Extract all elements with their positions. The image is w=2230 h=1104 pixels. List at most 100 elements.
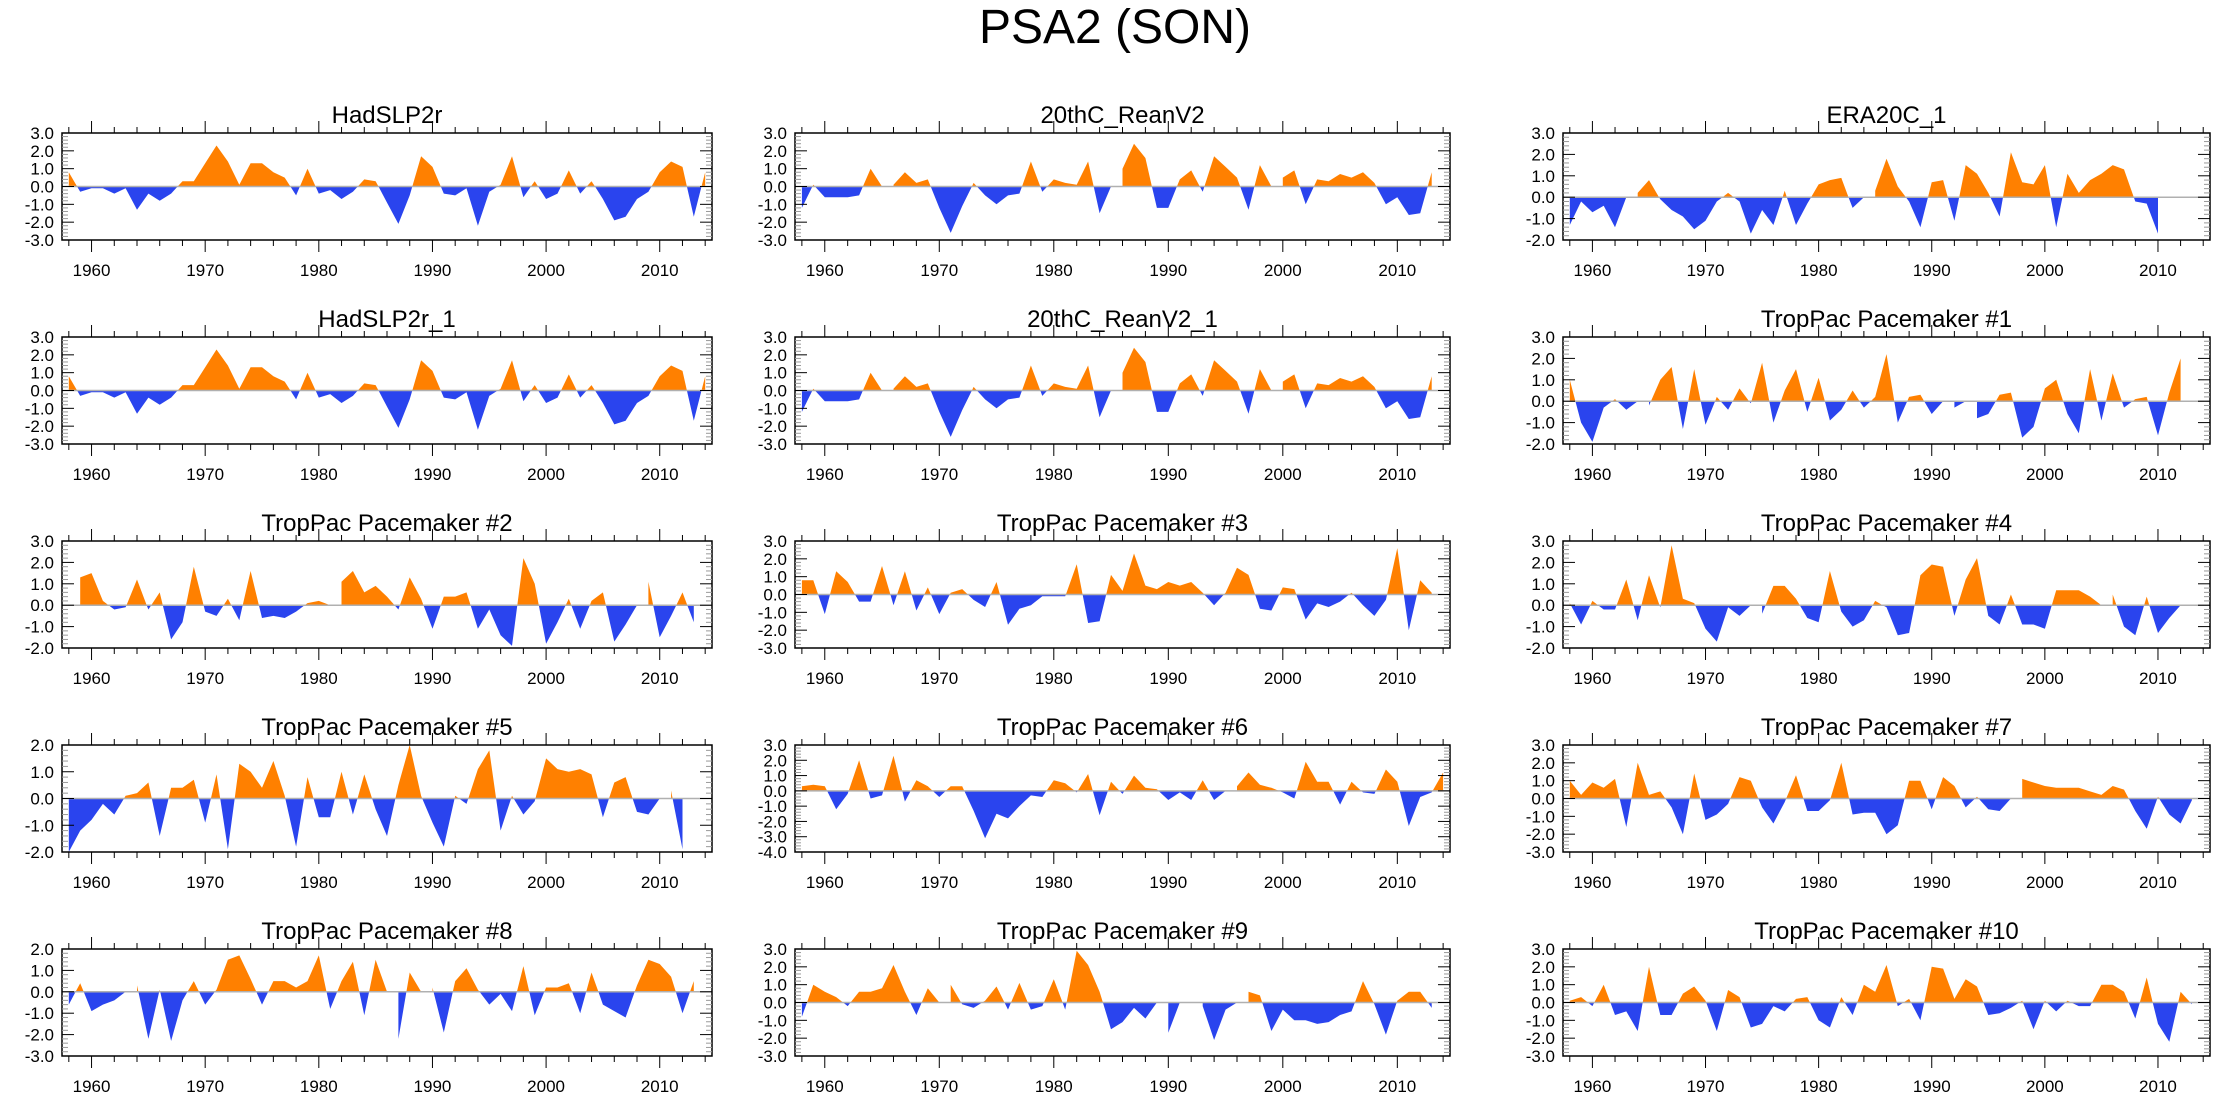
negative-area xyxy=(77,390,702,430)
y-tick-label: 2.0 xyxy=(30,940,54,959)
x-tick-label: 1970 xyxy=(920,669,958,688)
panel-7: TropPac Pacemaker #2 1960 1970 1980 1990 2000… xyxy=(25,510,713,688)
x-tick-label: 1960 xyxy=(1573,669,1611,688)
x-tick-label: 1970 xyxy=(920,873,958,892)
panel-2: 20thC_ReanV2 1960 1970 1980 1990 2000 2010 -3.0… xyxy=(758,102,1451,280)
x-tick-label: 2000 xyxy=(527,669,565,688)
y-tick-label: 2.0 xyxy=(30,553,54,572)
x-tick-label: 1980 xyxy=(300,873,338,892)
x-tick-label: 1980 xyxy=(1035,261,1073,280)
y-tick-label: 2.0 xyxy=(763,142,787,161)
x-tick-label: 1970 xyxy=(186,873,224,892)
x-tick-label: 2010 xyxy=(2139,261,2177,280)
x-tick-label: 2000 xyxy=(527,1077,565,1096)
panel-6: TropPac Pacemaker #1 1960 1970 1980 1990 2000… xyxy=(1526,306,2211,484)
y-tick-label: 2.0 xyxy=(763,958,787,977)
panel-10: TropPac Pacemaker #5 1960 1970 1980 1990 2000… xyxy=(25,714,713,892)
x-tick-label: 1980 xyxy=(1800,465,1838,484)
positive-area xyxy=(124,745,673,799)
y-tick-label: -2.0 xyxy=(758,621,787,640)
y-tick-label: -1.0 xyxy=(25,816,54,835)
y-tick-label: 3.0 xyxy=(763,940,787,959)
x-tick-label: 1990 xyxy=(414,1077,452,1096)
x-tick-label: 2010 xyxy=(1378,261,1416,280)
x-tick-label: 2010 xyxy=(641,669,679,688)
positive-area xyxy=(801,755,1444,791)
x-tick-label: 2000 xyxy=(1264,873,1302,892)
plot-frame xyxy=(1562,540,2211,649)
y-tick-label: 3.0 xyxy=(763,736,787,755)
panel-13: TropPac Pacemaker #8 1960 1970 1980 1990 2000… xyxy=(25,918,713,1096)
y-tick-label: 1.0 xyxy=(30,961,54,980)
negative-area xyxy=(801,1002,1432,1040)
y-tick-label: 2.0 xyxy=(763,346,787,365)
negative-area xyxy=(68,798,683,852)
negative-area xyxy=(1570,605,2181,642)
y-tick-label: -1.0 xyxy=(1526,414,1555,433)
negative-area xyxy=(68,991,691,1041)
y-tick-label: 0.0 xyxy=(763,782,787,801)
y-tick-label: -3.0 xyxy=(25,231,54,250)
panel-title: 20thC_ReanV2 xyxy=(1040,102,1204,129)
x-tick-label: 1970 xyxy=(1687,873,1725,892)
y-tick-label: -3.0 xyxy=(758,828,787,847)
x-tick-label: 2000 xyxy=(1264,1077,1302,1096)
y-tick-label: 1.0 xyxy=(1531,772,1555,791)
x-tick-label: 1980 xyxy=(1035,873,1073,892)
y-tick-label: -3.0 xyxy=(25,435,54,454)
y-tick-label: -2.0 xyxy=(1526,1029,1555,1048)
negative-area xyxy=(801,390,1428,437)
y-tick-label: 3.0 xyxy=(1531,940,1555,959)
y-tick-label: -2.0 xyxy=(1526,639,1555,658)
panel-4: HadSLP2r_1 1960 1970 1980 1990 2000 2010 -3.0-2… xyxy=(25,306,713,484)
x-tick-label: 1960 xyxy=(73,669,111,688)
y-tick-label: 0.0 xyxy=(763,382,787,401)
x-tick-label: 1980 xyxy=(1035,465,1073,484)
x-tick-label: 2010 xyxy=(1378,873,1416,892)
panel-title: TropPac Pacemaker #7 xyxy=(1761,714,2012,741)
x-tick-label: 1990 xyxy=(414,261,452,280)
x-tick-label: 1990 xyxy=(1149,873,1187,892)
x-tick-label: 1970 xyxy=(920,1077,958,1096)
x-tick-label: 2010 xyxy=(1378,465,1416,484)
y-tick-label: 1.0 xyxy=(763,976,787,995)
y-tick-label: 1.0 xyxy=(30,763,54,782)
positive-area xyxy=(80,558,688,606)
x-tick-label: 1960 xyxy=(806,669,844,688)
y-tick-label: 2.0 xyxy=(1531,958,1555,977)
x-tick-label: 1960 xyxy=(1573,261,1611,280)
y-tick-label: 0.0 xyxy=(763,994,787,1013)
y-tick-label: 0.0 xyxy=(30,596,54,615)
panel-15: TropPac Pacemaker #10 1960 1970 1980 1990 200… xyxy=(1526,918,2211,1096)
x-tick-label: 2010 xyxy=(641,465,679,484)
y-tick-label: 0.0 xyxy=(1531,994,1555,1013)
y-tick-label: 2.0 xyxy=(1531,349,1555,368)
y-tick-label: -2.0 xyxy=(758,213,787,232)
negative-area xyxy=(108,605,694,646)
x-tick-label: 1960 xyxy=(1573,465,1611,484)
y-tick-label: -1.0 xyxy=(25,618,54,637)
panel-1: HadSLP2r 1960 1970 1980 1990 2000 2010 -3.0-2.0… xyxy=(25,102,713,280)
y-tick-label: 1.0 xyxy=(763,767,787,786)
negative-area xyxy=(1575,401,2167,442)
panel-title: ERA20C_1 xyxy=(1826,102,1946,129)
y-tick-label: 0.0 xyxy=(1531,596,1555,615)
x-tick-label: 1990 xyxy=(1149,669,1187,688)
y-tick-label: 0.0 xyxy=(1531,790,1555,809)
y-tick-label: -1.0 xyxy=(758,1011,787,1030)
y-tick-label: -1.0 xyxy=(25,195,54,214)
x-tick-label: 2010 xyxy=(2139,669,2177,688)
y-tick-label: -3.0 xyxy=(25,1047,54,1066)
x-tick-label: 1990 xyxy=(414,465,452,484)
y-tick-label: -1.0 xyxy=(758,603,787,622)
y-tick-label: -1.0 xyxy=(1526,618,1555,637)
x-tick-label: 1960 xyxy=(1573,1077,1611,1096)
x-tick-label: 2010 xyxy=(2139,873,2177,892)
y-tick-label: 3.0 xyxy=(763,328,787,347)
panel-title: TropPac Pacemaker #8 xyxy=(261,918,512,945)
y-tick-label: 1.0 xyxy=(30,364,54,383)
x-tick-label: 2000 xyxy=(2026,873,2064,892)
x-tick-label: 2000 xyxy=(2026,465,2064,484)
y-tick-label: 3.0 xyxy=(30,328,54,347)
panel-title: TropPac Pacemaker #3 xyxy=(997,510,1248,537)
